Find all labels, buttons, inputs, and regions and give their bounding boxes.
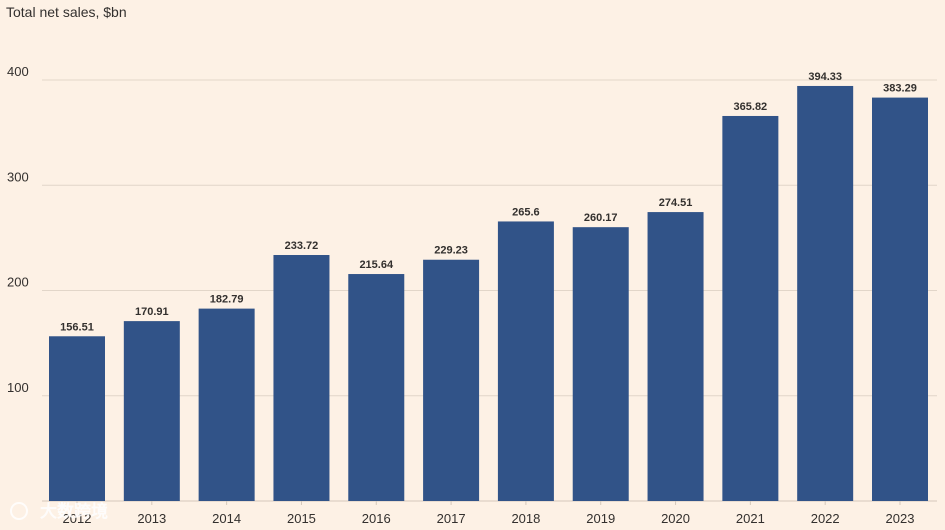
bar-2015 — [273, 255, 330, 501]
bar-2012 — [49, 336, 105, 501]
data-label-2021: 365.82 — [734, 101, 768, 113]
x-tick-2021: 2021 — [736, 511, 765, 526]
y-tick-label: 400 — [7, 64, 29, 79]
bar-2021 — [722, 115, 779, 501]
x-tick-2018: 2018 — [511, 511, 540, 526]
gridlines — [42, 79, 937, 502]
bar-2013 — [123, 321, 180, 501]
data-label-2020: 274.51 — [659, 197, 693, 209]
x-tick-2014: 2014 — [212, 511, 241, 526]
bar-2014 — [198, 308, 255, 501]
x-tick-2019: 2019 — [586, 511, 615, 526]
x-tick-2016: 2016 — [362, 511, 391, 526]
chart-title: Total net sales, $bn — [6, 4, 127, 20]
bar-2023 — [872, 97, 928, 501]
watermark: 大数跨境 — [10, 501, 108, 521]
y-axis-ticks: 100 200 300 400 — [7, 64, 29, 395]
x-tick-2022: 2022 — [811, 511, 840, 526]
data-label-2023: 383.29 — [883, 83, 917, 95]
data-label-2018: 265.6 — [512, 206, 540, 218]
bars — [49, 85, 928, 501]
bar-2022 — [797, 85, 854, 501]
data-label-2022: 394.33 — [808, 71, 842, 83]
data-label-2015: 233.72 — [285, 240, 319, 252]
x-tick-2023: 2023 — [886, 511, 915, 526]
bar-2020 — [647, 212, 704, 501]
y-tick-label: 300 — [7, 169, 29, 184]
x-tick-2015: 2015 — [287, 511, 316, 526]
data-label-2013: 170.91 — [135, 306, 169, 318]
bar-2016 — [348, 274, 405, 501]
x-tick-2012: 2012 — [63, 511, 92, 526]
x-axis-ticks: 2012 2013 2014 2015 2016 2017 2018 2019 2020 2021… — [63, 501, 915, 526]
x-tick-2013: 2013 — [137, 511, 166, 526]
data-label-2019: 260.17 — [584, 212, 618, 224]
x-tick-2017: 2017 — [437, 511, 466, 526]
data-label-2012: 156.51 — [60, 321, 94, 333]
data-labels: 156.51 170.91 182.79 233.72 215.64 229.23 265.… — [60, 71, 917, 333]
y-tick-label: 100 — [7, 380, 29, 395]
bar-2018 — [497, 221, 554, 501]
y-tick-label: 200 — [7, 275, 29, 290]
data-label-2016: 215.64 — [359, 259, 394, 271]
data-label-2014: 182.79 — [210, 294, 244, 306]
watermark-logo-icon — [10, 502, 28, 520]
x-tick-2020: 2020 — [661, 511, 690, 526]
bar-2019 — [572, 227, 629, 501]
bar-2017 — [423, 259, 480, 501]
watermark-text: 大数跨境 — [40, 501, 108, 521]
data-label-2017: 229.23 — [434, 245, 468, 257]
